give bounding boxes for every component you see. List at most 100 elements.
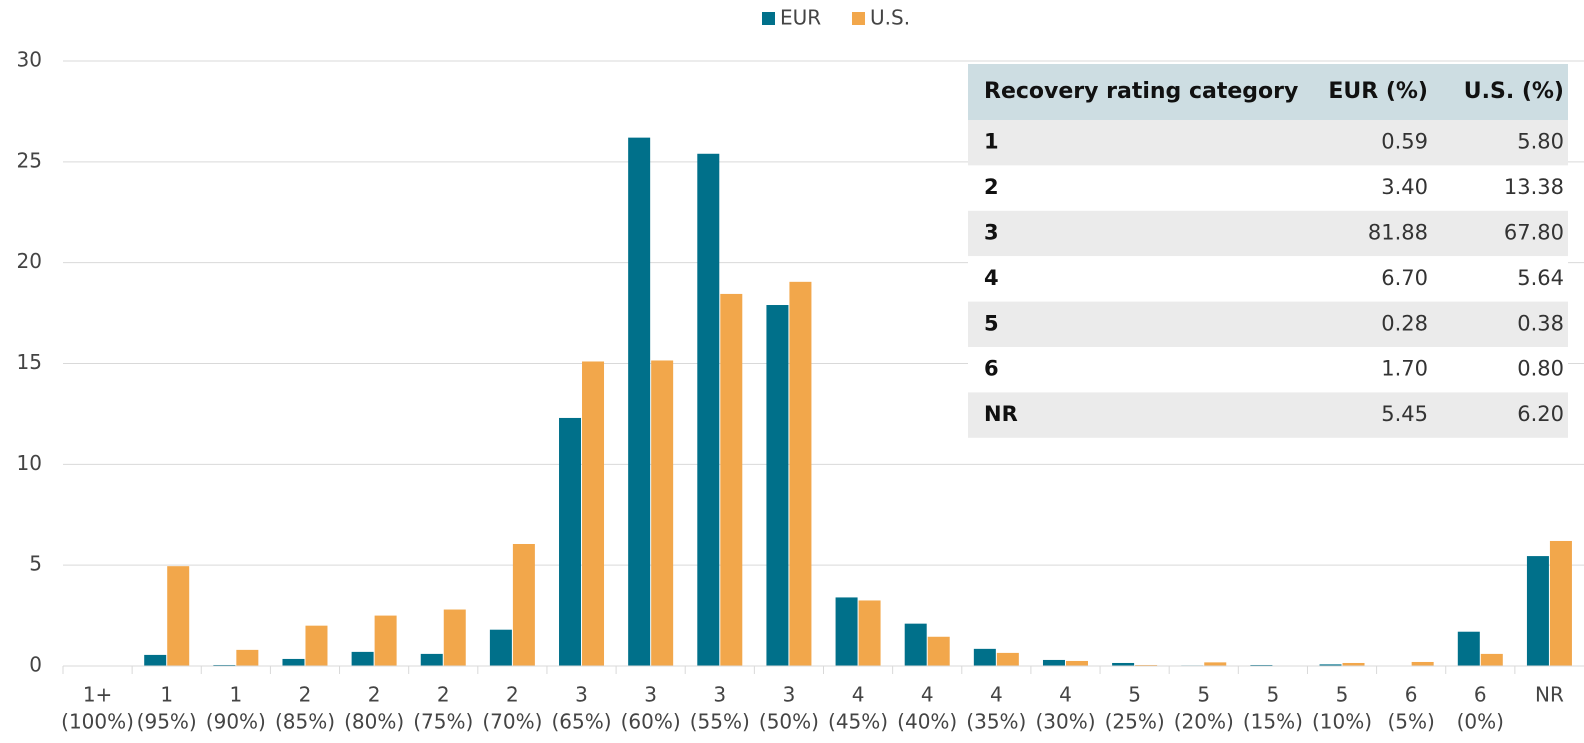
table-row-bg [968,392,1568,438]
bar [766,305,789,666]
legend-swatch [852,12,865,25]
legend-swatch [762,12,775,25]
table-cell: 2 [984,175,999,199]
y-tick-label: 0 [29,653,42,677]
bar [904,623,927,666]
table-cell: 6.70 [1381,266,1428,290]
bar [282,658,305,666]
table-header: Recovery rating category [984,79,1298,104]
x-tick-label: (25%) [1105,710,1165,734]
x-tick-label: 2 [299,683,312,707]
bar [512,543,535,666]
table-cell: 67.80 [1504,221,1564,245]
bar [1342,662,1365,666]
x-tick-label: 5 [1128,683,1141,707]
table-row-bg [968,210,1568,257]
x-tick-label: 6 [1474,683,1487,707]
bar [651,360,674,666]
x-tick-label: (10%) [1312,710,1372,734]
x-tick-label: (45%) [828,710,888,734]
bar [167,566,190,666]
bar [374,615,397,666]
x-tick-label: 5 [1197,683,1210,707]
y-tick-label: 5 [29,552,42,576]
x-tick-label: 5 [1267,683,1280,707]
x-tick-label: (40%) [897,710,957,734]
table-cell: 3 [984,221,999,245]
bar [1319,664,1342,666]
legend-label: U.S. [870,6,910,30]
bar [1250,664,1273,666]
table-cell: 6 [984,357,999,381]
table-cell: 0.59 [1381,130,1428,154]
legend-label: EUR [780,6,821,30]
bar [835,597,858,666]
x-tick-label: 4 [1059,683,1072,707]
x-tick-label: (70%) [482,710,542,734]
table-cell: 81.88 [1368,221,1428,245]
table-cell: 3.40 [1381,175,1428,199]
x-tick-label: (75%) [413,710,473,734]
x-tick-label: 6 [1405,683,1418,707]
table-cell: 5.64 [1517,266,1564,290]
table-cell: 0.28 [1381,311,1428,335]
x-tick-label: NR [1535,683,1564,707]
x-tick-label: (100%) [61,710,134,734]
x-tick-label: (5%) [1387,710,1434,734]
bar [1065,660,1088,666]
x-tick-label: (90%) [206,710,266,734]
bar [1480,653,1503,666]
x-tick-label: 4 [990,683,1003,707]
x-tick-label: 4 [921,683,934,707]
table-cell: NR [984,402,1018,426]
table-cell: 5 [984,311,999,335]
x-tick-label: 3 [644,683,657,707]
bar [1135,664,1158,666]
x-tick-label: 3 [713,683,726,707]
y-tick-label: 20 [17,249,42,273]
table-header: EUR (%) [1328,79,1428,104]
bar [996,652,1019,666]
x-tick-label: (95%) [137,710,197,734]
table-row-bg [968,256,1568,302]
bar [213,664,236,666]
x-tick-label: (80%) [344,710,404,734]
y-tick-label: 15 [17,350,42,374]
x-tick-label: (55%) [690,710,750,734]
bar [927,636,950,666]
x-tick-label: (30%) [1035,710,1095,734]
table-cell: 6.20 [1517,402,1564,426]
x-tick-label: 2 [437,683,450,707]
x-tick-label: 2 [368,683,381,707]
table-header: U.S. (%) [1464,79,1564,104]
bar [559,417,582,666]
table-cell: 0.80 [1517,357,1564,381]
bar [1549,540,1572,666]
table-row-bg [968,120,1568,166]
bar [582,361,605,666]
x-tick-label: (85%) [275,710,335,734]
x-tick-label: (65%) [551,710,611,734]
table-cell: 0.38 [1517,311,1564,335]
bar [420,653,443,666]
table-cell: 13.38 [1504,175,1564,199]
x-tick-label: (0%) [1457,710,1504,734]
bar [628,137,651,667]
x-tick-label: 1 [160,683,173,707]
table-row-bg [968,301,1568,347]
bar [858,600,881,666]
x-tick-label: (20%) [1174,710,1234,734]
table-row-bg [968,347,1568,393]
x-tick-label: (15%) [1243,710,1303,734]
table-cell: 1 [984,130,999,154]
table-cell: 5.45 [1381,402,1428,426]
bar [305,625,328,666]
x-tick-label: 3 [575,683,588,707]
bar [1526,556,1549,666]
table-row-bg [968,165,1568,211]
x-tick-label: 4 [852,683,865,707]
table-cell: 5.80 [1517,130,1564,154]
bar [789,281,812,666]
bar [720,293,743,666]
